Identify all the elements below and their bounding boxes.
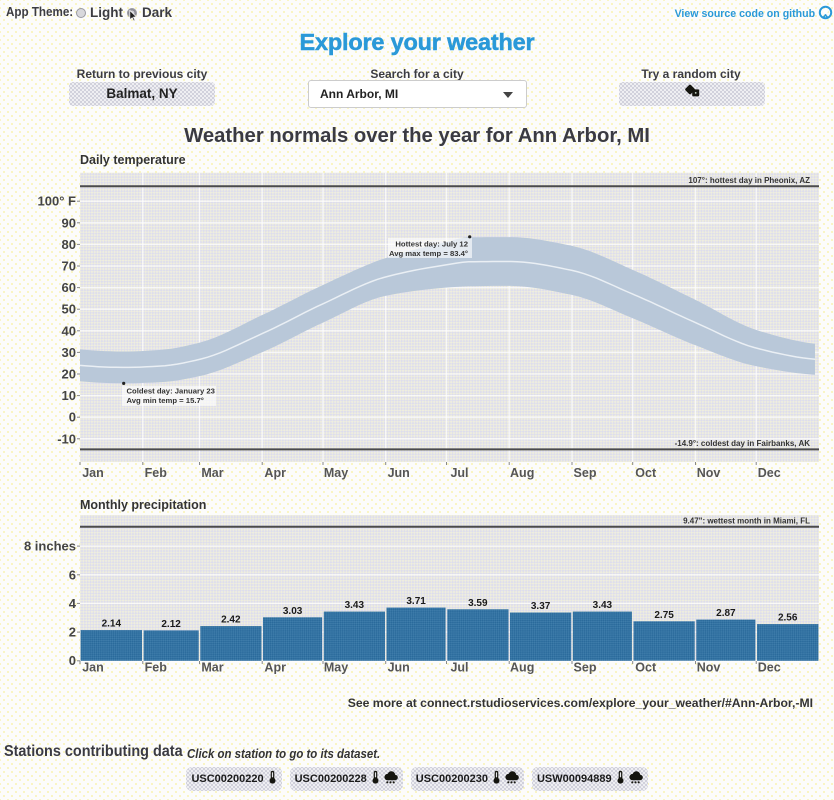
svg-text:Dec: Dec: [758, 661, 781, 675]
svg-text:May: May: [324, 661, 348, 675]
svg-text:Sep: Sep: [574, 661, 597, 675]
svg-text:0: 0: [69, 653, 76, 668]
svg-text:6: 6: [69, 567, 76, 582]
svg-text:30: 30: [62, 345, 76, 360]
svg-text:3.43: 3.43: [345, 600, 365, 611]
svg-text:2.14: 2.14: [102, 619, 122, 630]
svg-text:3.59: 3.59: [468, 598, 488, 609]
svg-text:8 inches: 8 inches: [24, 539, 76, 554]
svg-text:Apr: Apr: [264, 466, 286, 480]
svg-text:0: 0: [69, 410, 76, 425]
svg-text:Jan: Jan: [82, 466, 104, 480]
svg-text:3.43: 3.43: [593, 600, 613, 611]
svg-text:Feb: Feb: [145, 661, 168, 675]
svg-text:100° F: 100° F: [38, 194, 77, 209]
svg-text:Coldest day: January 23: Coldest day: January 23: [127, 387, 215, 396]
svg-text:Nov: Nov: [697, 466, 721, 480]
svg-text:Jul: Jul: [450, 466, 468, 480]
svg-text:60: 60: [62, 280, 76, 295]
svg-text:Nov: Nov: [697, 661, 721, 675]
svg-text:Dec: Dec: [758, 466, 781, 480]
svg-text:2: 2: [69, 625, 76, 640]
svg-text:Mar: Mar: [201, 661, 223, 675]
svg-text:Aug: Aug: [510, 466, 534, 480]
svg-text:Jul: Jul: [450, 661, 468, 675]
svg-text:40: 40: [62, 323, 76, 338]
svg-text:3.37: 3.37: [531, 601, 551, 612]
svg-text:Oct: Oct: [635, 661, 657, 675]
svg-text:-10: -10: [57, 431, 76, 446]
svg-text:70: 70: [62, 259, 76, 274]
svg-text:Avg min temp = 15.7°: Avg min temp = 15.7°: [127, 396, 204, 405]
svg-text:2.56: 2.56: [778, 613, 798, 624]
svg-text:Mar: Mar: [201, 466, 223, 480]
svg-text:10: 10: [62, 388, 76, 403]
svg-text:2.42: 2.42: [221, 615, 241, 626]
svg-text:Aug: Aug: [510, 661, 534, 675]
svg-text:107°: hottest day in Pheonix,: 107°: hottest day in Pheonix, AZ: [688, 176, 810, 185]
svg-text:2.75: 2.75: [654, 610, 674, 621]
svg-text:Hottest day: July 12: Hottest day: July 12: [395, 240, 468, 249]
svg-text:Apr: Apr: [264, 661, 286, 675]
svg-text:20: 20: [62, 367, 76, 382]
svg-text:3.03: 3.03: [283, 606, 303, 617]
svg-text:Avg max temp = 83.4°: Avg max temp = 83.4°: [389, 249, 468, 258]
svg-text:80: 80: [62, 237, 76, 252]
svg-text:-14.9°: coldest day in Fairban: -14.9°: coldest day in Fairbanks, AK: [675, 439, 811, 448]
svg-text:Jun: Jun: [388, 661, 410, 675]
svg-text:Oct: Oct: [635, 466, 657, 480]
svg-text:Sep: Sep: [574, 466, 597, 480]
svg-text:2.12: 2.12: [161, 619, 181, 630]
svg-text:90: 90: [62, 215, 76, 230]
svg-text:2.87: 2.87: [716, 608, 736, 619]
svg-text:May: May: [324, 466, 348, 480]
svg-text:50: 50: [62, 302, 76, 317]
svg-text:4: 4: [69, 596, 77, 611]
svg-text:Jun: Jun: [388, 466, 410, 480]
svg-text:9.47": wettest month in Miami,: 9.47": wettest month in Miami, FL: [683, 517, 810, 526]
svg-text:Jan: Jan: [82, 661, 104, 675]
svg-text:3.71: 3.71: [406, 596, 426, 607]
svg-text:Feb: Feb: [145, 466, 168, 480]
